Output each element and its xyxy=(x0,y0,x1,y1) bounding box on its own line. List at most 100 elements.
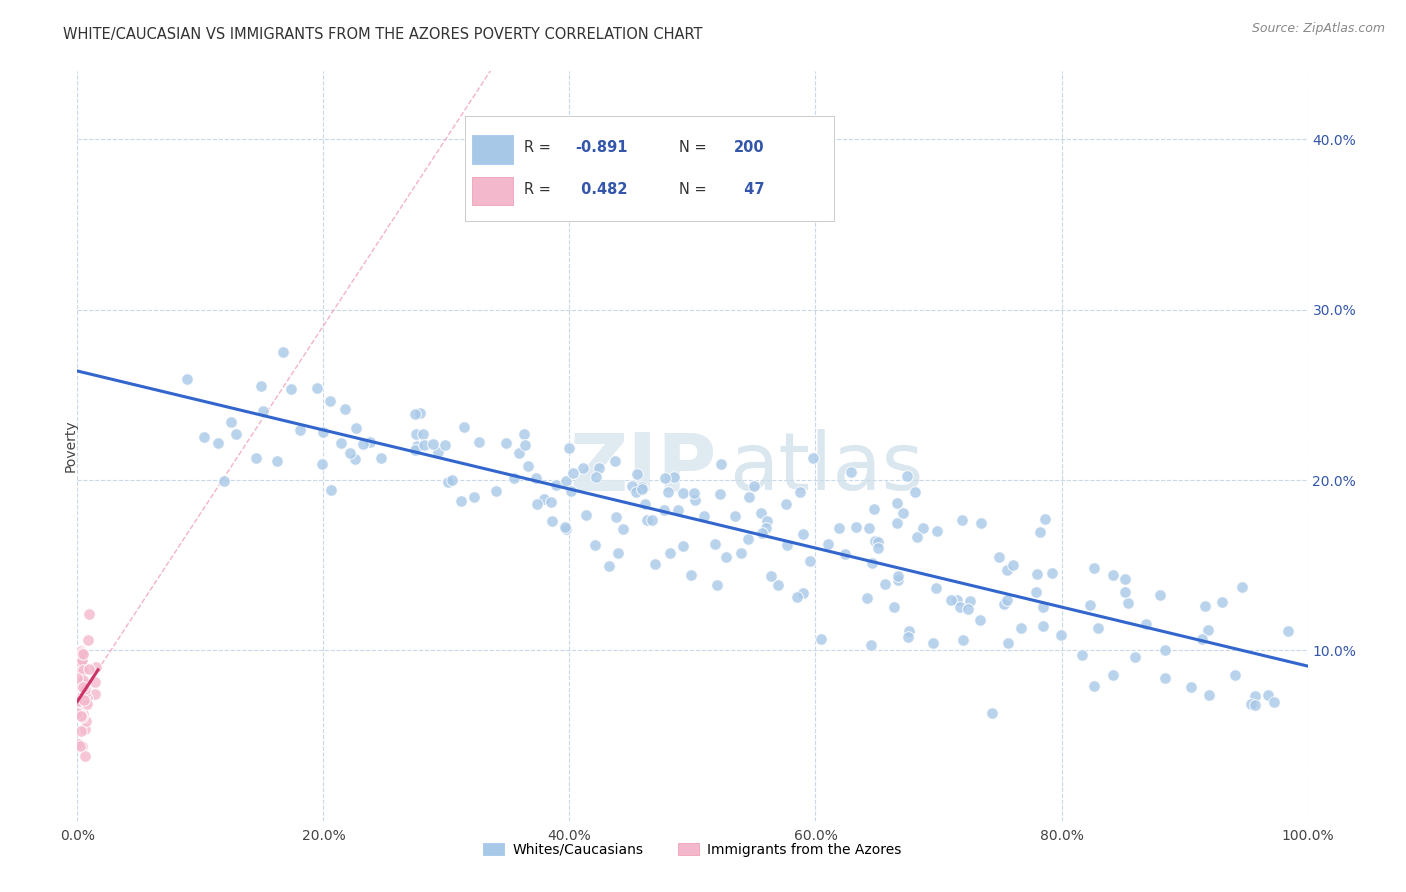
Point xyxy=(513,437,536,451)
Point xyxy=(69,723,91,738)
Point xyxy=(949,599,972,614)
Point xyxy=(67,737,90,751)
Point xyxy=(588,460,610,475)
Point xyxy=(1240,697,1263,711)
Point xyxy=(755,521,778,535)
Point xyxy=(925,524,948,539)
Point xyxy=(759,569,782,583)
Point xyxy=(73,681,96,696)
Point xyxy=(75,694,97,708)
Point xyxy=(801,450,824,465)
Point xyxy=(1049,628,1071,642)
Point xyxy=(922,635,945,649)
Point xyxy=(703,536,725,550)
Point xyxy=(863,533,886,548)
Point xyxy=(70,710,93,724)
Point xyxy=(370,450,392,465)
Point xyxy=(1032,619,1054,633)
Point xyxy=(207,436,229,450)
Point xyxy=(67,646,90,660)
Point xyxy=(776,538,799,552)
Point xyxy=(1114,572,1136,586)
Point xyxy=(312,425,335,439)
Point xyxy=(630,480,652,494)
Point xyxy=(250,379,273,393)
Point xyxy=(413,438,436,452)
Point xyxy=(67,655,90,669)
Point xyxy=(405,426,427,441)
Point xyxy=(66,737,89,751)
Point xyxy=(724,509,747,524)
Point xyxy=(860,556,883,570)
Point xyxy=(995,563,1018,577)
Point xyxy=(855,591,877,606)
Point xyxy=(810,632,832,646)
Point xyxy=(1198,688,1220,702)
Point xyxy=(307,381,329,395)
Point xyxy=(67,706,90,721)
Legend: Whites/Caucasians, Immigrants from the Azores: Whites/Caucasians, Immigrants from the A… xyxy=(478,838,907,863)
Point xyxy=(463,491,485,505)
Point xyxy=(271,345,294,359)
Point xyxy=(69,655,91,669)
Point xyxy=(575,508,598,522)
Text: Source: ZipAtlas.com: Source: ZipAtlas.com xyxy=(1251,22,1385,36)
Point xyxy=(1149,588,1171,602)
Point xyxy=(76,697,98,711)
Point xyxy=(859,639,882,653)
Point xyxy=(70,646,93,660)
Point xyxy=(541,514,564,528)
Point xyxy=(858,521,880,535)
Point xyxy=(554,519,576,533)
Point xyxy=(644,557,666,571)
Point xyxy=(406,439,429,453)
Point xyxy=(1232,580,1254,594)
Point xyxy=(70,644,93,658)
Point xyxy=(441,473,464,487)
Point xyxy=(679,568,702,582)
Point xyxy=(344,420,367,434)
Point xyxy=(792,585,814,599)
Point xyxy=(939,593,962,607)
Point xyxy=(453,420,475,434)
Point xyxy=(657,484,679,499)
Point xyxy=(730,546,752,560)
Point xyxy=(868,541,890,556)
Point xyxy=(1102,667,1125,681)
Point xyxy=(1087,621,1109,635)
Point xyxy=(245,450,267,465)
Point xyxy=(485,484,508,499)
Point xyxy=(266,454,288,468)
Point xyxy=(67,693,90,707)
Point xyxy=(546,477,568,491)
Point xyxy=(1071,648,1094,662)
Point xyxy=(555,474,578,488)
Point xyxy=(70,674,93,689)
Point xyxy=(598,559,620,574)
Point xyxy=(1040,566,1063,580)
Point xyxy=(875,577,897,591)
Point xyxy=(1180,680,1202,694)
Point xyxy=(946,592,969,607)
Point xyxy=(896,469,918,483)
Point xyxy=(738,490,761,504)
Text: atlas: atlas xyxy=(730,429,924,508)
Point xyxy=(70,708,93,723)
Point xyxy=(311,457,333,471)
Point xyxy=(339,446,361,460)
Point xyxy=(583,537,606,551)
Point xyxy=(897,630,920,644)
Point xyxy=(319,394,342,409)
Point xyxy=(72,680,94,694)
Point xyxy=(1083,561,1105,575)
Point xyxy=(83,675,105,690)
Point xyxy=(585,470,607,484)
Point xyxy=(67,698,90,712)
Point xyxy=(905,530,928,544)
Point xyxy=(572,461,595,475)
Point xyxy=(636,513,658,527)
Point xyxy=(73,687,96,701)
Point xyxy=(69,706,91,720)
Point xyxy=(993,597,1015,611)
Point xyxy=(710,457,733,471)
